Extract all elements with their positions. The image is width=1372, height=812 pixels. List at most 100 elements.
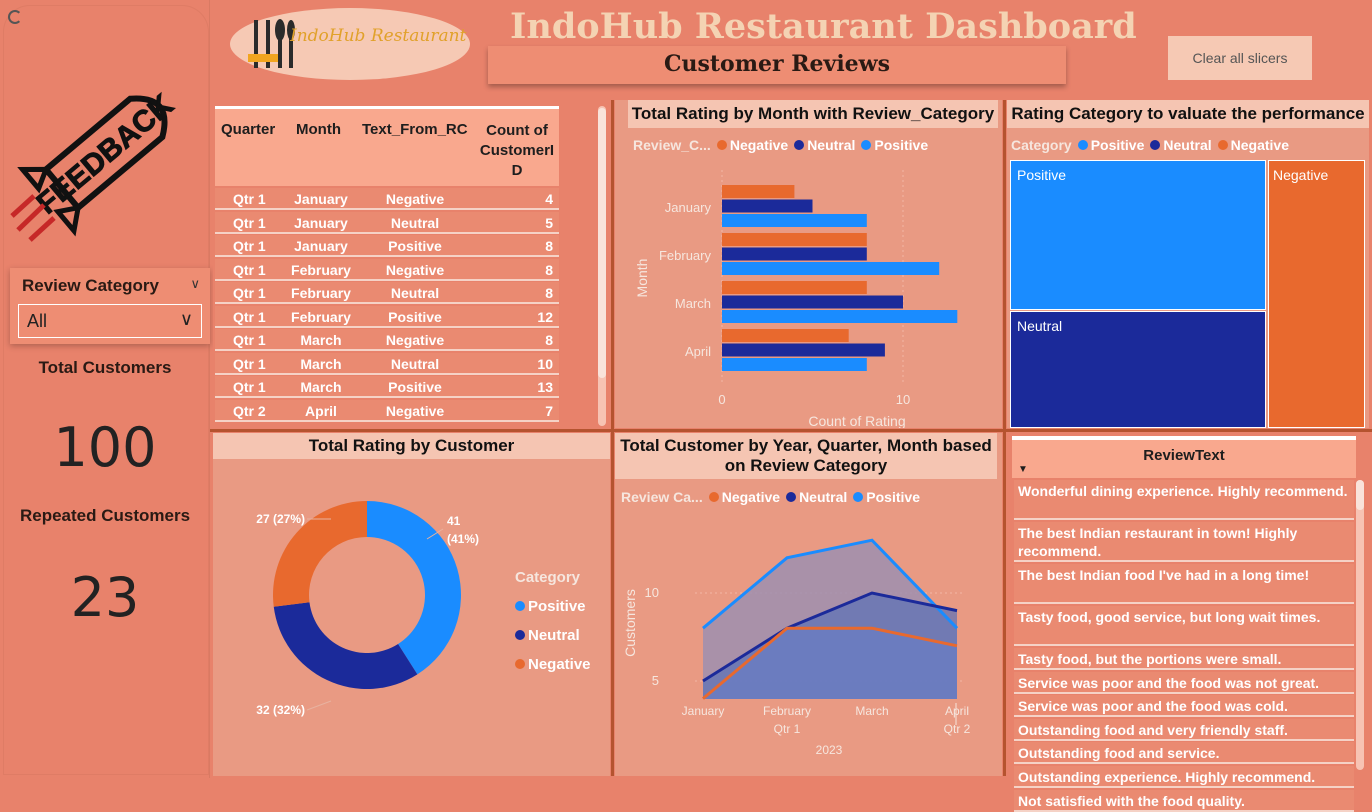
x-axis-label: Count of Rating — [808, 413, 905, 428]
donut-chart: 41 (41%) 32 (32%) 27 (27%) — [256, 501, 479, 717]
y-axis-label: Month — [634, 259, 650, 298]
table-cell: 12 — [537, 308, 553, 325]
sort-desc-icon[interactable]: ▼ — [1018, 464, 1028, 475]
review-row[interactable]: Outstanding food and service. — [1014, 742, 1354, 765]
table-cell: Qtr 1 — [233, 238, 266, 254]
table-cell: Qtr 1 — [233, 214, 266, 231]
treemap-tile-positive[interactable]: Positive — [1010, 160, 1266, 310]
table-row[interactable]: Qtr 1 February Negative 8 — [215, 258, 559, 281]
table-cell: 8 — [545, 285, 553, 301]
page-subtitle: Customer Reviews — [664, 51, 890, 77]
treemap-tile-neutral[interactable]: Neutral — [1010, 311, 1266, 428]
data-label: 27 (27%) — [256, 512, 305, 526]
clear-all-slicers-button[interactable]: Clear all slicers — [1168, 36, 1312, 80]
table-row[interactable]: Qtr 1 March Neutral 10 — [215, 352, 559, 375]
area-chart-title: Total Customer by Year, Quarter, Month b… — [615, 433, 997, 479]
bar-neutral — [722, 295, 903, 309]
line-positive — [702, 538, 959, 630]
table-cell: January — [294, 191, 348, 207]
bar-positive — [722, 262, 940, 275]
line-neutral — [702, 591, 958, 683]
y-tick-label: 10 — [645, 585, 659, 600]
bar-negative — [722, 329, 849, 342]
table-cell: Positive — [388, 308, 442, 325]
bar-chart-legend: Review_C... Negative Neutral Positive — [633, 137, 929, 153]
treemap-panel: Rating Category to valuate the performan… — [1007, 100, 1369, 428]
y-tick-label: February — [659, 248, 712, 263]
donut-slice-negative — [273, 501, 367, 607]
table-cell: Qtr 2 — [233, 402, 266, 419]
review-row[interactable]: Tasty food, good service, but long wait … — [1014, 606, 1354, 646]
dashboard-title: IndoHub Restaurant Dashboard — [510, 6, 1137, 47]
table-cell: 8 — [545, 238, 553, 254]
column-header[interactable]: Month — [296, 121, 341, 138]
area-chart: 5 10 Customers January February March April Qtr… — [622, 538, 971, 757]
review-row[interactable]: The best Indian food I've had in a long … — [1014, 564, 1354, 604]
table-cell: 7 — [545, 402, 553, 419]
bar-negative — [722, 185, 795, 198]
data-label: 32 (32%) — [256, 703, 305, 717]
divider — [210, 429, 1372, 432]
column-header[interactable]: Text_From_RC — [362, 121, 468, 138]
table-cell: February — [291, 285, 351, 301]
review-row[interactable]: Wonderful dining experience. Highly reco… — [1014, 480, 1354, 520]
leader-line — [306, 700, 332, 711]
review-row[interactable]: Outstanding food and very friendly staff… — [1014, 718, 1354, 741]
table-row[interactable]: Qtr 1 February Neutral 8 — [215, 282, 559, 304]
review-row[interactable]: Service was poor and the food was cold. — [1014, 695, 1354, 718]
donut-title: Total Rating by Customer — [213, 433, 610, 459]
x-tick-label: February — [763, 704, 811, 718]
review-scrollbar[interactable] — [1356, 480, 1364, 770]
slicer-selected-value: All — [27, 311, 48, 331]
bar-chart-panel: Total Rating by Month with Review_Catego… — [615, 100, 1002, 428]
table-cell: 10 — [537, 355, 553, 372]
x-tick-label: January — [682, 704, 725, 718]
table-cell: April — [305, 402, 337, 419]
treemap-tile-negative[interactable]: Negative — [1268, 160, 1365, 428]
x-tick-label: March — [855, 704, 888, 718]
repeated-customers-label: Repeated Customers — [19, 506, 191, 525]
column-header-count[interactable]: Count of CustomerI D — [479, 122, 555, 179]
table-row[interactable]: Qtr 1 March Negative 8 — [215, 329, 559, 351]
column-header[interactable]: Quarter — [221, 121, 276, 138]
review-row[interactable]: Tasty food, but the portions were small. — [1014, 648, 1354, 670]
table-row[interactable]: Qtr 1 February Positive 12 — [215, 305, 559, 328]
bar-chart-title: Total Rating by Month with Review_Catego… — [628, 100, 998, 128]
refresh-icon — [8, 10, 22, 24]
table-cell: Qtr 1 — [233, 379, 266, 395]
table-cell: Negative — [385, 402, 445, 419]
cutlery-icon — [248, 19, 295, 68]
divider — [1003, 100, 1006, 776]
review-row[interactable]: Not satisfied with the food quality. — [1014, 789, 1354, 812]
table-cell: Neutral — [390, 285, 440, 301]
table-cell: 8 — [545, 261, 553, 278]
review-text-header[interactable]: ReviewText ▼ — [1012, 436, 1356, 478]
table-row[interactable]: Qtr 2 April Negative 7 — [215, 399, 559, 422]
review-category-select[interactable]: All ∨ — [18, 304, 202, 338]
area-panel: Total Customer by Year, Quarter, Month b… — [615, 433, 1002, 776]
bar-positive — [722, 214, 867, 227]
table-row[interactable]: Qtr 1 January Negative 4 — [215, 188, 559, 210]
review-row[interactable]: Service was poor and the food was not gr… — [1014, 671, 1354, 694]
table-cell: Negative — [385, 332, 445, 348]
review-scrollbar-thumb[interactable] — [1356, 480, 1364, 510]
table-cell: Qtr 1 — [233, 355, 266, 372]
donut-slice-positive — [367, 501, 461, 675]
chevron-down-icon[interactable]: ∨ — [190, 276, 200, 291]
bar-neutral — [722, 247, 867, 261]
bar-positive — [722, 310, 958, 323]
review-row[interactable]: The best Indian restaurant in town! High… — [1014, 522, 1354, 562]
review-row[interactable]: Outstanding experience. Highly recommend… — [1014, 766, 1354, 788]
table-row[interactable]: Qtr 1 March Positive 13 — [215, 376, 559, 398]
divider — [611, 100, 614, 776]
table-row[interactable]: Qtr 1 January Neutral 5 — [215, 211, 559, 234]
table-scrollbar-thumb[interactable] — [598, 108, 606, 378]
table-cell: Neutral — [390, 214, 440, 231]
table-cell: January — [294, 214, 348, 231]
y-tick-label: 5 — [652, 673, 659, 688]
data-label: (41%) — [447, 532, 479, 546]
y-tick-label: April — [685, 344, 711, 359]
table-row[interactable]: Qtr 1 January Positive 8 — [215, 235, 559, 257]
review-text-table: ReviewText ▼ Wonderful dining experience… — [1010, 436, 1366, 812]
total-customers-label: Total Customers — [38, 358, 172, 377]
